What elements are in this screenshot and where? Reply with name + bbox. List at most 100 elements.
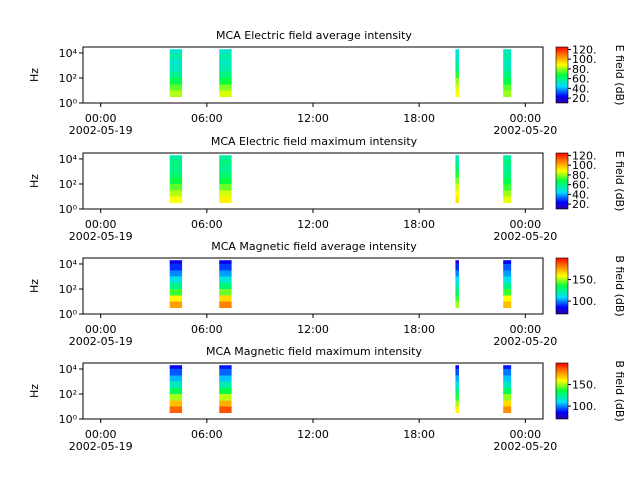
spectrogram-cell [169, 365, 183, 369]
spectrogram-cell [219, 59, 232, 66]
spectrogram-cell [219, 52, 232, 60]
spectrogram-cell [169, 295, 183, 302]
x-tick-label: 12:00 [297, 218, 329, 231]
colorbar [555, 257, 569, 315]
spectrogram-cell [219, 295, 232, 302]
x-tick-label: 00:00 [85, 218, 117, 231]
spectrogram-cell [455, 84, 459, 91]
x-tick-label: 00:00 [509, 218, 541, 231]
spectrogram-cell [455, 190, 459, 197]
spectrogram-cell [169, 190, 183, 197]
spectrogram-cell [219, 49, 232, 53]
x-date-label: 2002-05-19 [69, 230, 133, 243]
spectrogram-cell [503, 59, 512, 66]
x-date-label: 2002-05-20 [493, 230, 557, 243]
spectrogram-cell [169, 276, 183, 284]
x-tick-label: 00:00 [509, 112, 541, 125]
colorbar [555, 362, 569, 420]
spectrogram-cell [219, 171, 232, 179]
spectrogram-cell [169, 59, 183, 66]
colorbar-tick-label: 80. [572, 169, 590, 182]
spectrogram-cell [169, 400, 183, 407]
spectrogram-cell [455, 59, 459, 66]
spectrogram-cell [455, 288, 459, 296]
colorbar-tick-label: 20. [572, 92, 590, 105]
colorbar-label: E field (dB) [613, 45, 626, 106]
spectrogram-cell [503, 72, 512, 78]
spectrogram-cell [219, 388, 232, 394]
spectrogram-cell [503, 400, 512, 407]
spectrogram-cell [169, 260, 183, 264]
x-date-label: 2002-05-19 [69, 440, 133, 453]
spectrogram-cell [219, 84, 232, 91]
spectrogram-cell [219, 406, 232, 414]
spectrogram-cell [169, 84, 183, 91]
spectrogram-cell [169, 65, 183, 73]
spectrogram-cell [219, 263, 232, 271]
spectrogram-cell [503, 158, 512, 166]
x-tick-label: 18:00 [403, 323, 435, 336]
colorbar-label: B field (dB) [613, 360, 626, 421]
spectrogram-cell [455, 49, 459, 53]
spectrogram-cell [169, 406, 183, 414]
spectrogram-cell [219, 158, 232, 166]
y-tick-label: 10⁰ [59, 413, 78, 426]
y-tick-label: 10² [59, 178, 77, 191]
colorbar-label: B field (dB) [613, 255, 626, 316]
plot-frame [82, 362, 544, 420]
spectrogram-cell [169, 183, 183, 191]
spectrogram-cell [503, 84, 512, 91]
colorbar-tick-label: 120. [572, 43, 597, 56]
y-tick-label: 10⁰ [59, 97, 78, 110]
spectrogram-cell [169, 301, 183, 309]
y-tick-label: 10⁴ [59, 47, 78, 60]
spectrogram-cell [219, 375, 232, 382]
spectrogram-cell [169, 178, 183, 184]
spectrogram-cell [169, 283, 183, 289]
panel-title: MCA Magnetic field average intensity [211, 240, 417, 253]
spectrogram-cell [503, 49, 512, 53]
spectrogram-cell [455, 400, 459, 407]
colorbar-tick-label: 100. [572, 400, 597, 413]
spectrogram-cell [219, 260, 232, 264]
spectrogram-cell [503, 270, 512, 277]
y-tick-label: 10⁴ [59, 363, 78, 376]
x-date-label: 2002-05-19 [69, 124, 133, 137]
spectrogram-cell [503, 90, 512, 98]
spectrogram-cell [169, 49, 183, 53]
colorbar-tick-label: 100. [572, 53, 597, 66]
spectrogram-cell [503, 375, 512, 382]
plot-frame [82, 46, 544, 104]
spectrogram-cell [455, 65, 459, 73]
x-tick-label: 00:00 [85, 323, 117, 336]
spectrogram-cell [455, 283, 459, 289]
y-axis-label: Hz [28, 68, 41, 82]
y-tick-label: 10² [59, 388, 77, 401]
spectrogram-cell [169, 72, 183, 78]
spectrogram-cell [169, 375, 183, 382]
spectrogram-cell [219, 288, 232, 296]
spectrogram-cell [219, 90, 232, 98]
spectrogram-cell [169, 381, 183, 389]
y-tick-label: 10² [59, 72, 77, 85]
spectrogram-cell [503, 52, 512, 60]
spectrogram-cell [169, 171, 183, 179]
x-tick-label: 12:00 [297, 323, 329, 336]
x-date-label: 2002-05-20 [493, 124, 557, 137]
spectrogram-cell [503, 77, 512, 85]
spectrogram-cell [455, 72, 459, 78]
spectrogram-cell [169, 288, 183, 296]
spectrogram-cell [455, 270, 459, 277]
spectrogram-cell [503, 393, 512, 401]
colorbar-tick-label: 120. [572, 149, 597, 162]
colorbar-tick-label: 100. [572, 159, 597, 172]
spectrogram-cell [455, 196, 459, 204]
spectrogram-cell [503, 283, 512, 289]
x-tick-label: 18:00 [403, 112, 435, 125]
spectrogram-cell [455, 393, 459, 401]
colorbar-tick-label: 150. [572, 274, 597, 287]
spectrogram-cell [169, 155, 183, 159]
y-axis-label: Hz [28, 279, 41, 293]
x-tick-label: 18:00 [403, 428, 435, 441]
